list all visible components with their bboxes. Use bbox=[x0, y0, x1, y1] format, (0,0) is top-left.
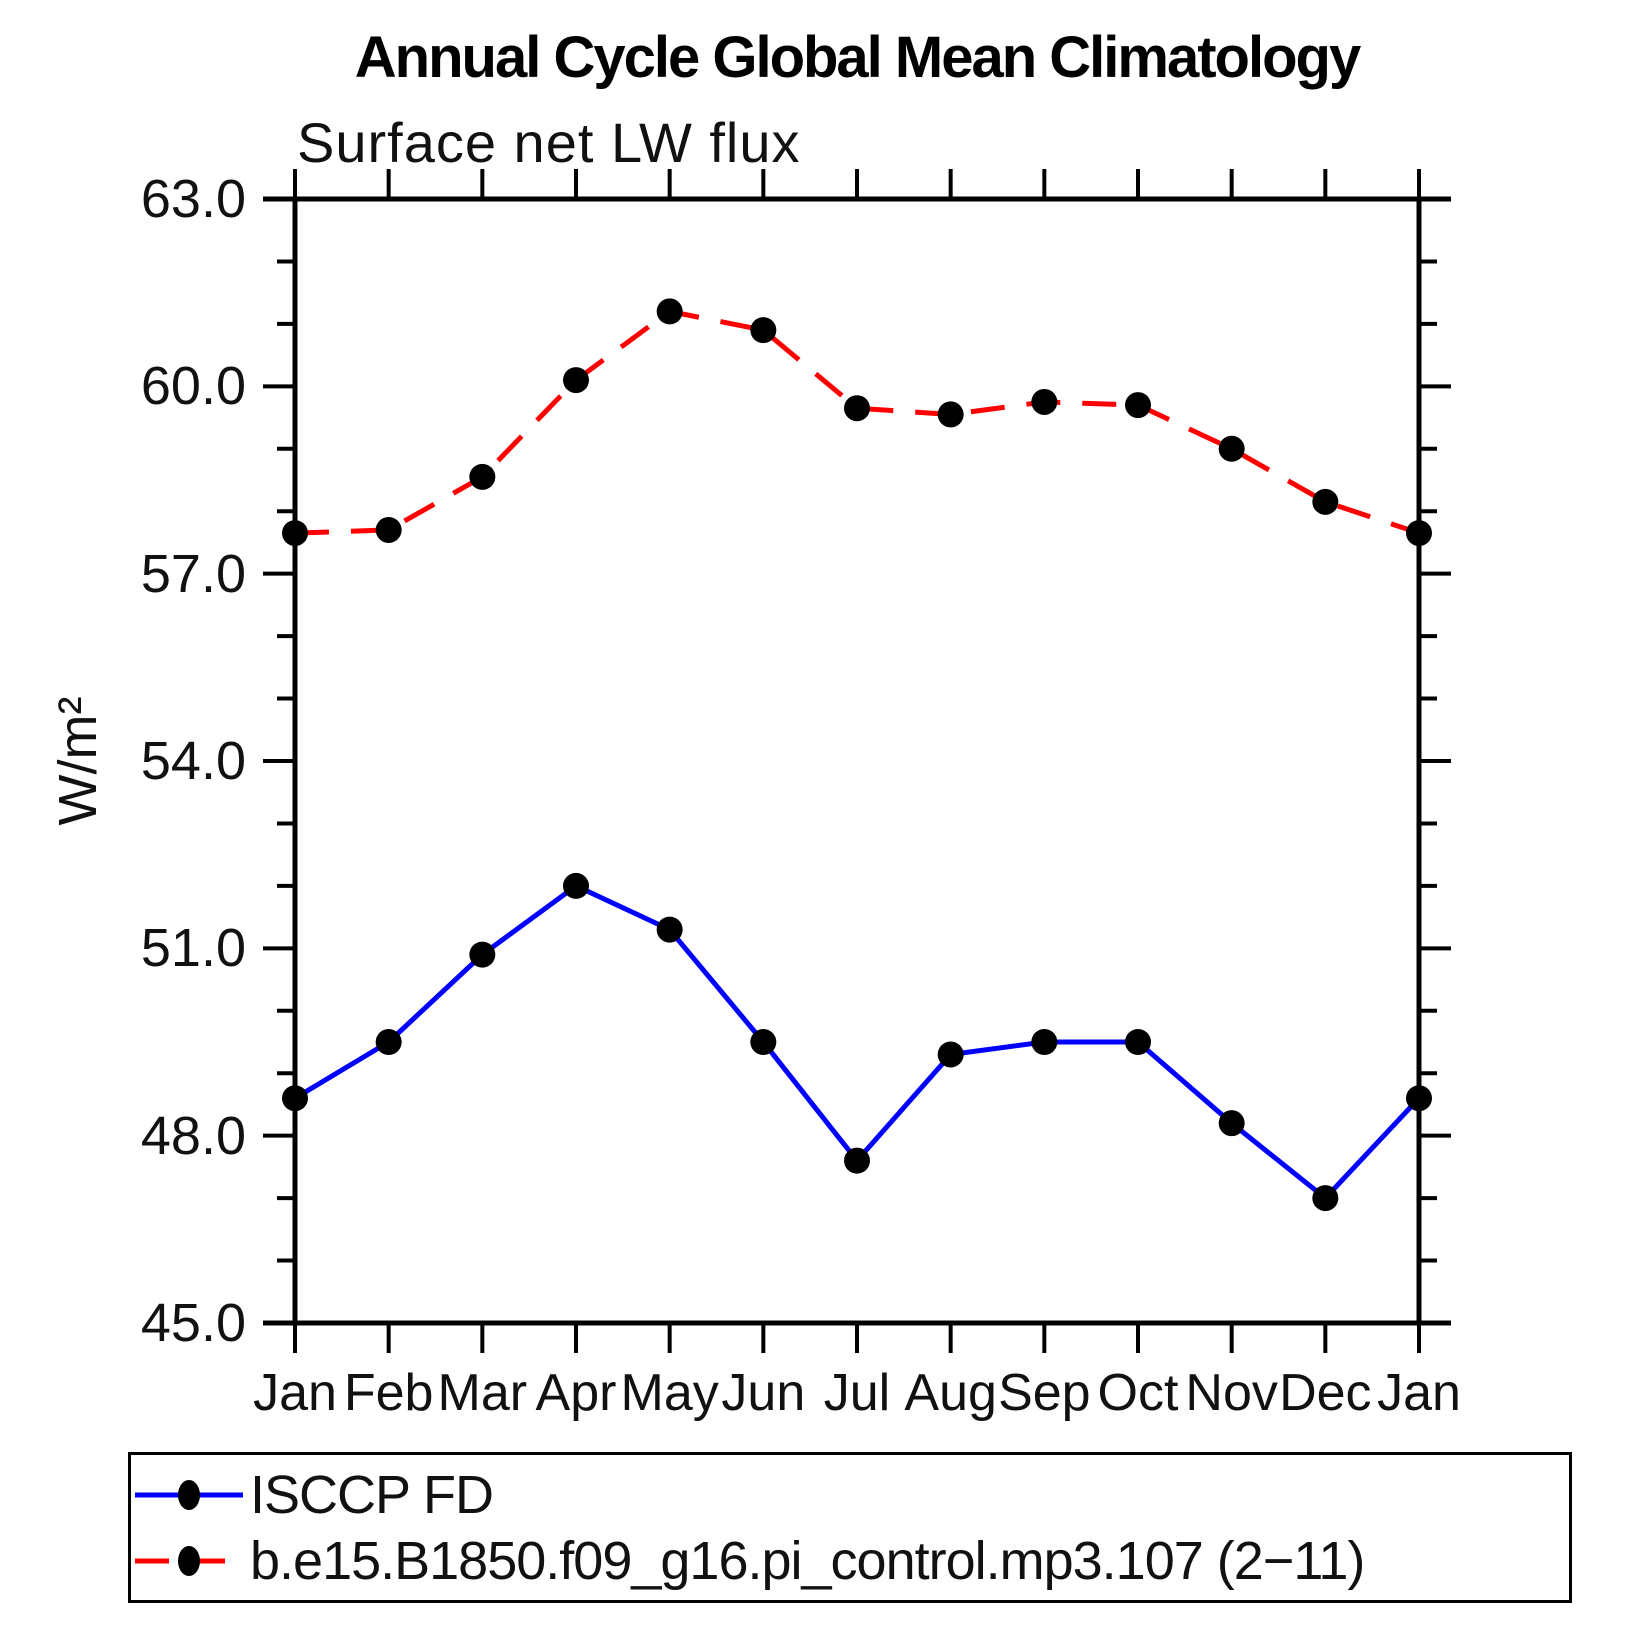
x-tick-label: Feb bbox=[343, 1364, 434, 1422]
y-tick-label: 54.0 bbox=[140, 731, 246, 791]
x-tick-label: Mar bbox=[437, 1364, 528, 1422]
legend-label-isccp-fd: ISCCP FD bbox=[250, 1465, 494, 1525]
x-tick-label: Sep bbox=[998, 1364, 1091, 1422]
data-point-marker bbox=[1312, 1185, 1339, 1212]
data-point-marker bbox=[282, 520, 308, 547]
legend-sample-marker bbox=[178, 1480, 200, 1510]
data-point-marker bbox=[469, 941, 496, 968]
data-point-marker bbox=[1125, 392, 1151, 419]
x-tick-label: Jan bbox=[1377, 1364, 1461, 1422]
data-point-marker bbox=[375, 1029, 402, 1055]
data-point-marker bbox=[563, 367, 589, 394]
y-tick-label: 60.0 bbox=[140, 356, 246, 417]
chart-subtitle: Surface net LW flux bbox=[297, 111, 801, 174]
chart-title: Annual Cycle Global Mean Climatology bbox=[354, 25, 1361, 90]
data-point-marker bbox=[656, 298, 683, 325]
data-point-marker bbox=[1218, 1110, 1245, 1137]
data-point-marker bbox=[844, 395, 870, 422]
data-point-marker bbox=[937, 401, 964, 428]
data-point-marker bbox=[1218, 435, 1245, 462]
legend-label-model-run: b.e15.B1850.f09_g16.pi_control.mp3.107 (… bbox=[250, 1531, 1365, 1591]
x-tick-label: May bbox=[620, 1364, 719, 1422]
y-tick-label: 63.0 bbox=[140, 169, 246, 229]
data-point-marker bbox=[1031, 1029, 1058, 1055]
data-point-marker bbox=[1312, 488, 1339, 515]
x-tick-label: Aug bbox=[904, 1364, 997, 1422]
y-tick-label: 51.0 bbox=[140, 918, 246, 979]
x-tick-label: Jun bbox=[721, 1364, 806, 1422]
x-tick-label: Nov bbox=[1185, 1364, 1278, 1422]
legend-sample-marker bbox=[178, 1546, 200, 1576]
data-point-marker bbox=[1406, 520, 1432, 547]
x-tick-label: Apr bbox=[535, 1364, 617, 1422]
x-tick-label: Oct bbox=[1097, 1364, 1179, 1422]
data-point-marker bbox=[656, 916, 683, 943]
x-tick-label: Jul bbox=[823, 1364, 891, 1422]
data-point-marker bbox=[750, 1029, 777, 1055]
data-point-marker bbox=[844, 1147, 870, 1174]
data-point-marker bbox=[375, 516, 402, 543]
legend-box bbox=[128, 1452, 1572, 1603]
y-tick-label: 45.0 bbox=[140, 1293, 246, 1353]
data-point-marker bbox=[1406, 1085, 1432, 1112]
data-point-marker bbox=[937, 1041, 964, 1068]
data-point-marker bbox=[750, 317, 777, 344]
data-point-marker bbox=[469, 463, 496, 490]
data-point-marker bbox=[282, 1085, 308, 1112]
x-tick-label: Dec bbox=[1279, 1364, 1372, 1422]
data-point-marker bbox=[1031, 388, 1058, 415]
data-point-marker bbox=[1125, 1029, 1151, 1055]
x-tick-label: Jan bbox=[253, 1364, 337, 1422]
series-line-1 bbox=[294, 308, 1420, 536]
y-tick-label: 48.0 bbox=[140, 1105, 246, 1166]
y-tick-label: 57.0 bbox=[140, 543, 246, 604]
data-point-marker bbox=[563, 872, 589, 899]
